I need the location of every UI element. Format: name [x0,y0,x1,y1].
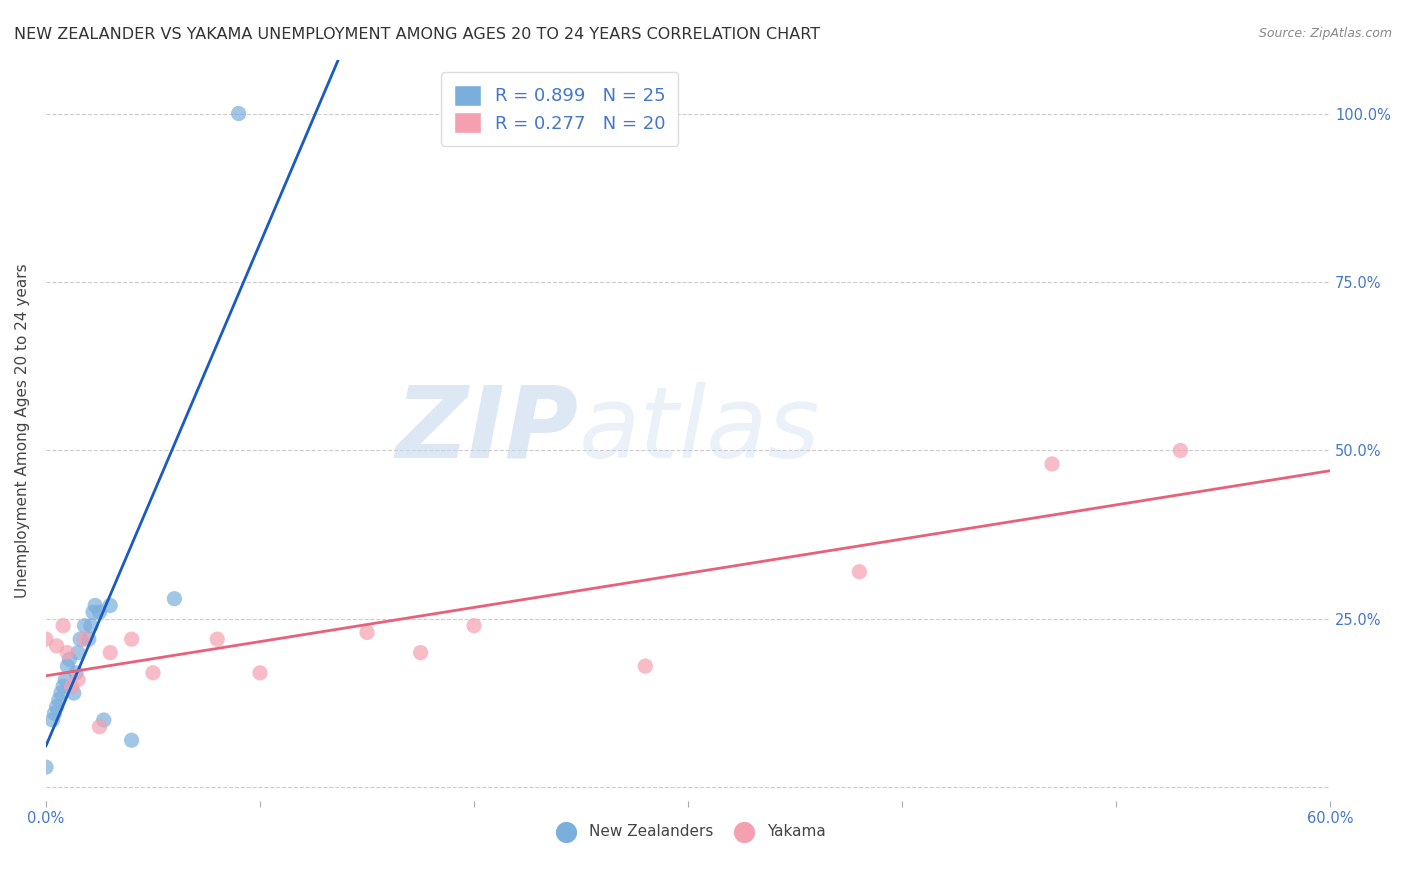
Y-axis label: Unemployment Among Ages 20 to 24 years: Unemployment Among Ages 20 to 24 years [15,263,30,598]
Point [84,599,107,613]
Point [52,679,75,693]
Point [80,618,103,632]
Point [58,652,80,666]
Point [1040,457,1063,471]
Point [48,693,70,707]
Point [121,733,143,747]
Point [634,659,657,673]
Point [356,625,378,640]
Point [82,605,104,619]
Point [73,618,96,632]
Text: ZIP: ZIP [396,382,579,479]
Point [409,646,432,660]
Point [163,591,186,606]
Point [60,679,83,693]
Point [249,665,271,680]
Point [142,665,165,680]
Legend: New Zealanders, Yakama: New Zealanders, Yakama [544,818,831,845]
Point [45,639,67,653]
Point [1170,443,1192,458]
Point [52,618,75,632]
Point [53,673,76,687]
Point [44,706,66,721]
Point [49,686,72,700]
Text: NEW ZEALANDER VS YAKAMA UNEMPLOYMENT AMONG AGES 20 TO 24 YEARS CORRELATION CHART: NEW ZEALANDER VS YAKAMA UNEMPLOYMENT AMO… [14,27,820,42]
Point [69,632,91,647]
Text: Source: ZipAtlas.com: Source: ZipAtlas.com [1258,27,1392,40]
Point [65,665,87,680]
Point [41,713,63,727]
Point [93,713,115,727]
Point [35,760,58,774]
Point [56,659,79,673]
Point [89,720,111,734]
Point [56,646,79,660]
Point [228,106,250,120]
Point [98,599,121,613]
Point [35,632,58,647]
Point [205,632,228,647]
Point [848,565,870,579]
Point [73,632,96,647]
Point [89,605,111,619]
Point [121,632,143,647]
Point [67,646,90,660]
Point [62,686,84,700]
Text: atlas: atlas [579,382,821,479]
Point [67,673,90,687]
Point [98,646,121,660]
Point [463,618,485,632]
Point [77,632,100,647]
Point [45,699,67,714]
